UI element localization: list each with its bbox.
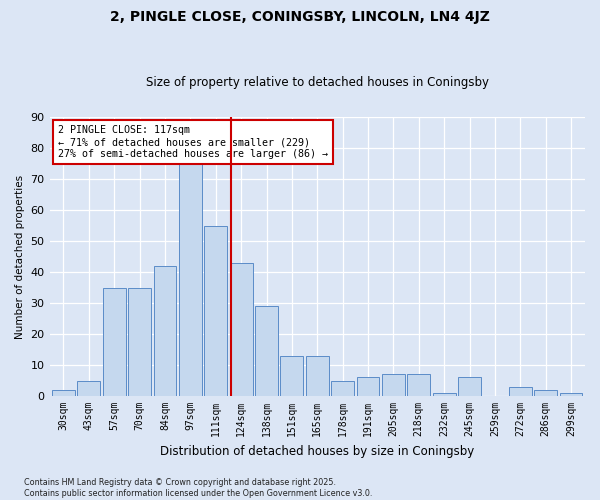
Bar: [534, 390, 557, 396]
Text: Contains HM Land Registry data © Crown copyright and database right 2025.
Contai: Contains HM Land Registry data © Crown c…: [24, 478, 373, 498]
Bar: [458, 378, 481, 396]
Bar: [230, 263, 253, 396]
Bar: [52, 390, 75, 396]
Bar: [382, 374, 405, 396]
Bar: [205, 226, 227, 396]
Bar: [407, 374, 430, 396]
Bar: [179, 164, 202, 396]
Title: Size of property relative to detached houses in Coningsby: Size of property relative to detached ho…: [146, 76, 489, 90]
Text: 2 PINGLE CLOSE: 117sqm
← 71% of detached houses are smaller (229)
27% of semi-de: 2 PINGLE CLOSE: 117sqm ← 71% of detached…: [58, 126, 328, 158]
Bar: [77, 380, 100, 396]
Bar: [433, 393, 455, 396]
Bar: [356, 378, 379, 396]
Bar: [255, 306, 278, 396]
Text: 2, PINGLE CLOSE, CONINGSBY, LINCOLN, LN4 4JZ: 2, PINGLE CLOSE, CONINGSBY, LINCOLN, LN4…: [110, 10, 490, 24]
Bar: [560, 393, 583, 396]
Bar: [509, 387, 532, 396]
Bar: [128, 288, 151, 396]
X-axis label: Distribution of detached houses by size in Coningsby: Distribution of detached houses by size …: [160, 444, 475, 458]
Y-axis label: Number of detached properties: Number of detached properties: [15, 174, 25, 338]
Bar: [306, 356, 329, 396]
Bar: [280, 356, 304, 396]
Bar: [154, 266, 176, 396]
Bar: [103, 288, 125, 396]
Bar: [331, 380, 354, 396]
